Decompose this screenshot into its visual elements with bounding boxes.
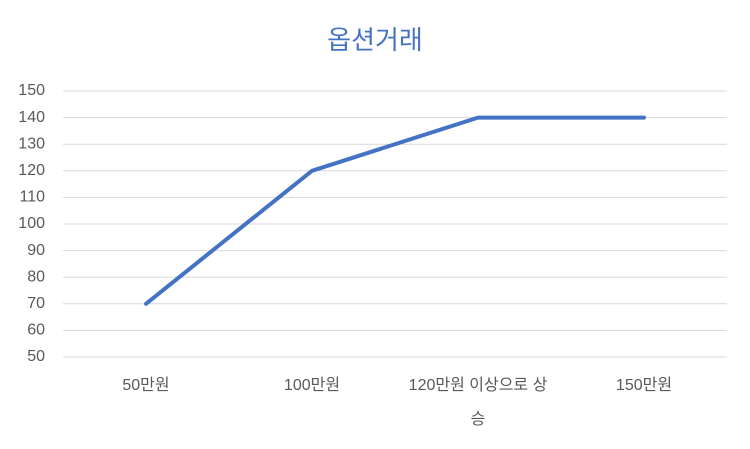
y-tick-label: 70 [27,295,45,312]
data-line [144,115,646,306]
y-tick-label: 120 [18,162,45,179]
y-tick-label: 60 [27,322,45,339]
x-tick-label: 120만원 이상으로 상승 [408,377,548,428]
y-tick-label: 50 [27,348,45,365]
y-tick-label: 150 [18,82,45,99]
y-tick-label: 110 [19,189,45,206]
x-tick-label: 50만원 [122,377,170,394]
x-tick-label: 150만원 [615,377,673,394]
y-tick-label: 140 [18,109,45,126]
y-tick-label: 90 [27,242,45,259]
y-tick-label: 80 [27,268,45,285]
x-tick-label: 100만원 [283,377,341,394]
chart-title: 옵션거래 [327,25,423,55]
y-tick-label: 100 [18,215,45,232]
y-tick-label: 130 [18,135,45,152]
